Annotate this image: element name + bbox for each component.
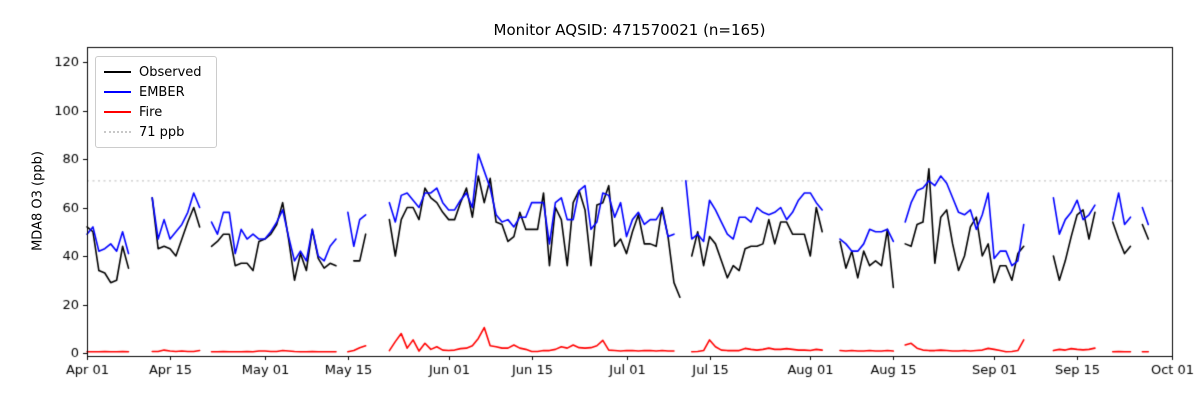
y-axis-label: MDA8 O3 (ppb) — [30, 151, 46, 251]
legend-label-threshold: 71 ppb — [139, 124, 185, 140]
legend-row-ember: EMBER — [104, 82, 208, 102]
legend-label-observed: Observed — [139, 64, 202, 80]
legend-row-fire: Fire — [104, 102, 208, 122]
legend-row-observed: Observed — [104, 62, 208, 82]
legend-label-ember: EMBER — [139, 84, 185, 100]
legend-row-threshold: 71 ppb — [104, 122, 208, 142]
observed-line-sample — [104, 71, 131, 73]
legend: Observed EMBER Fire 71 ppb — [95, 56, 217, 148]
ember-line-sample — [104, 91, 131, 93]
legend-label-fire: Fire — [139, 104, 163, 120]
threshold-line-sample — [104, 131, 131, 133]
fire-line-sample — [104, 111, 131, 113]
chart-title: Monitor AQSID: 471570021 (n=165) — [493, 21, 766, 39]
